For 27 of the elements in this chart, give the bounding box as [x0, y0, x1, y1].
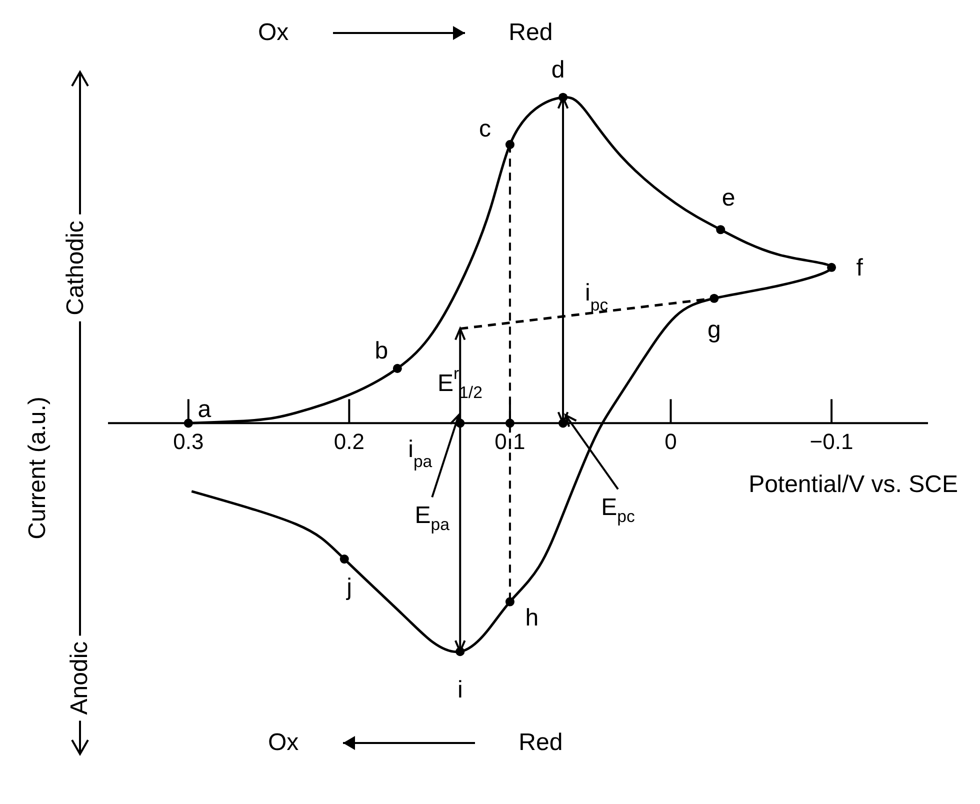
- x-tick-label: 0.3: [173, 429, 204, 454]
- annotation: d: [551, 56, 565, 83]
- annotation: e: [722, 184, 736, 212]
- y-axis-title: Current (a.u.): [24, 396, 52, 540]
- annotation: E$_{pa}$: [414, 502, 450, 534]
- annotation: g: [707, 316, 721, 343]
- annotation: f: [856, 254, 864, 281]
- annotation: i$_{pa}$: [408, 436, 433, 471]
- x-tick-label: −0.1: [810, 429, 854, 454]
- text: Red: [518, 729, 563, 757]
- annotation: c: [478, 115, 491, 142]
- text: Ox: [268, 729, 299, 757]
- x-tick-label: 0: [664, 429, 677, 454]
- text: Anodic: [66, 635, 94, 721]
- text: Ox: [258, 19, 289, 47]
- annotation: h: [525, 604, 539, 632]
- text: Cathodic: [62, 214, 90, 322]
- x-axis-title: Potential/V vs. SCE: [748, 471, 958, 500]
- x-tick-label: 0.2: [334, 429, 364, 454]
- annotation: i: [457, 676, 463, 704]
- annotation: j: [346, 574, 352, 601]
- annotation: i$_{pc}$: [585, 279, 608, 314]
- annotation: a: [198, 396, 212, 423]
- annotation: b: [374, 336, 388, 364]
- x-tick-label: 0.1: [494, 429, 526, 454]
- annotation: E$_{pc}$: [601, 494, 635, 526]
- text: Red: [508, 19, 553, 47]
